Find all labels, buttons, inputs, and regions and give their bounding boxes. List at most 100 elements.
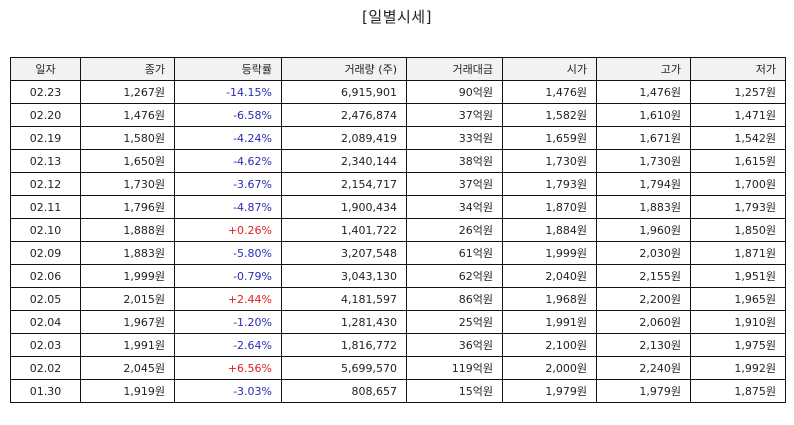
cell-high: 1,730원 [596, 149, 691, 173]
daily-price-table: 일자 종가 등락률 거래량 (주) 거래대금 시가 고가 저가 02.23 1,2… [10, 57, 786, 403]
cell-date: 02.10 [10, 218, 81, 242]
cell-low: 1,542원 [690, 126, 786, 150]
cell-high: 1,610원 [596, 103, 691, 127]
cell-close: 1,888원 [80, 218, 175, 242]
cell-low: 1,910원 [690, 310, 786, 334]
cell-amount: 37억원 [406, 103, 503, 127]
cell-date: 02.05 [10, 287, 81, 311]
cell-close: 2,045원 [80, 356, 175, 380]
cell-volume: 4,181,597 [281, 287, 407, 311]
cell-open: 1,793원 [502, 172, 597, 196]
table-row: 02.11 1,796원 -4.87% 1,900,434 34억원 1,870원 1,88… [10, 195, 786, 219]
cell-low: 1,875원 [690, 379, 786, 403]
cell-high: 2,060원 [596, 310, 691, 334]
cell-date: 02.23 [10, 80, 81, 104]
cell-high: 1,476원 [596, 80, 691, 104]
cell-low: 1,965원 [690, 287, 786, 311]
cell-date: 02.04 [10, 310, 81, 334]
cell-close: 1,267원 [80, 80, 175, 104]
cell-date: 02.02 [10, 356, 81, 380]
cell-volume: 3,207,548 [281, 241, 407, 265]
cell-close: 1,476원 [80, 103, 175, 127]
table-row: 02.02 2,045원 +6.56% 5,699,570 119억원 2,000원 2,2… [10, 356, 786, 380]
table-row: 02.03 1,991원 -2.64% 1,816,772 36억원 2,100원 2,13… [10, 333, 786, 357]
table-row: 02.09 1,883원 -5.80% 3,207,548 61억원 1,999원 2,03… [10, 241, 786, 265]
cell-change: -2.64% [174, 333, 282, 357]
cell-date: 02.13 [10, 149, 81, 173]
cell-close: 1,883원 [80, 241, 175, 265]
cell-change: +6.56% [174, 356, 282, 380]
cell-change: -3.67% [174, 172, 282, 196]
table-row: 02.20 1,476원 -6.58% 2,476,874 37억원 1,582원 1,61… [10, 103, 786, 127]
cell-open: 2,040원 [502, 264, 597, 288]
cell-amount: 38억원 [406, 149, 503, 173]
cell-amount: 34억원 [406, 195, 503, 219]
cell-low: 1,975원 [690, 333, 786, 357]
table-row: 02.06 1,999원 -0.79% 3,043,130 62억원 2,040원 2,15… [10, 264, 786, 288]
cell-close: 1,730원 [80, 172, 175, 196]
cell-open: 1,999원 [502, 241, 597, 265]
cell-amount: 86억원 [406, 287, 503, 311]
cell-volume: 1,816,772 [281, 333, 407, 357]
cell-volume: 2,476,874 [281, 103, 407, 127]
cell-low: 1,700원 [690, 172, 786, 196]
cell-close: 1,580원 [80, 126, 175, 150]
table-row: 02.19 1,580원 -4.24% 2,089,419 33억원 1,659원 1,67… [10, 126, 786, 150]
cell-change: -1.20% [174, 310, 282, 334]
cell-date: 02.20 [10, 103, 81, 127]
cell-high: 1,883원 [596, 195, 691, 219]
cell-volume: 2,154,717 [281, 172, 407, 196]
cell-change: -6.58% [174, 103, 282, 127]
cell-volume: 2,340,144 [281, 149, 407, 173]
cell-volume: 6,915,901 [281, 80, 407, 104]
cell-change: -5.80% [174, 241, 282, 265]
cell-open: 1,979원 [502, 379, 597, 403]
cell-amount: 25억원 [406, 310, 503, 334]
header-change: 등락률 [174, 57, 282, 81]
cell-change: -4.62% [174, 149, 282, 173]
cell-volume: 2,089,419 [281, 126, 407, 150]
cell-open: 1,884원 [502, 218, 597, 242]
cell-amount: 62억원 [406, 264, 503, 288]
cell-volume: 808,657 [281, 379, 407, 403]
table-row: 02.10 1,888원 +0.26% 1,401,722 26억원 1,884원 1,96… [10, 218, 786, 242]
cell-open: 2,000원 [502, 356, 597, 380]
cell-volume: 5,699,570 [281, 356, 407, 380]
cell-change: -14.15% [174, 80, 282, 104]
cell-date: 02.06 [10, 264, 81, 288]
cell-close: 1,919원 [80, 379, 175, 403]
table-row: 02.12 1,730원 -3.67% 2,154,717 37억원 1,793원 1,79… [10, 172, 786, 196]
cell-open: 1,582원 [502, 103, 597, 127]
header-amount: 거래대금 [406, 57, 503, 81]
header-close: 종가 [80, 57, 175, 81]
cell-amount: 90억원 [406, 80, 503, 104]
cell-volume: 1,401,722 [281, 218, 407, 242]
cell-low: 1,992원 [690, 356, 786, 380]
header-low: 저가 [690, 57, 786, 81]
cell-amount: 33억원 [406, 126, 503, 150]
cell-date: 02.09 [10, 241, 81, 265]
cell-low: 1,471원 [690, 103, 786, 127]
cell-change: -4.24% [174, 126, 282, 150]
cell-volume: 1,900,434 [281, 195, 407, 219]
cell-date: 01.30 [10, 379, 81, 403]
cell-low: 1,850원 [690, 218, 786, 242]
cell-close: 1,650원 [80, 149, 175, 173]
cell-high: 1,979원 [596, 379, 691, 403]
cell-high: 1,671원 [596, 126, 691, 150]
cell-amount: 119억원 [406, 356, 503, 380]
cell-open: 1,968원 [502, 287, 597, 311]
cell-volume: 1,281,430 [281, 310, 407, 334]
cell-amount: 37억원 [406, 172, 503, 196]
page-title: [일별시세] [362, 8, 432, 26]
cell-open: 1,476원 [502, 80, 597, 104]
cell-amount: 15억원 [406, 379, 503, 403]
cell-high: 2,030원 [596, 241, 691, 265]
table-row: 02.04 1,967원 -1.20% 1,281,430 25억원 1,991원 2,06… [10, 310, 786, 334]
cell-change: -4.87% [174, 195, 282, 219]
header-date: 일자 [10, 57, 81, 81]
cell-high: 2,155원 [596, 264, 691, 288]
cell-open: 1,870원 [502, 195, 597, 219]
cell-amount: 26억원 [406, 218, 503, 242]
cell-low: 1,257원 [690, 80, 786, 104]
